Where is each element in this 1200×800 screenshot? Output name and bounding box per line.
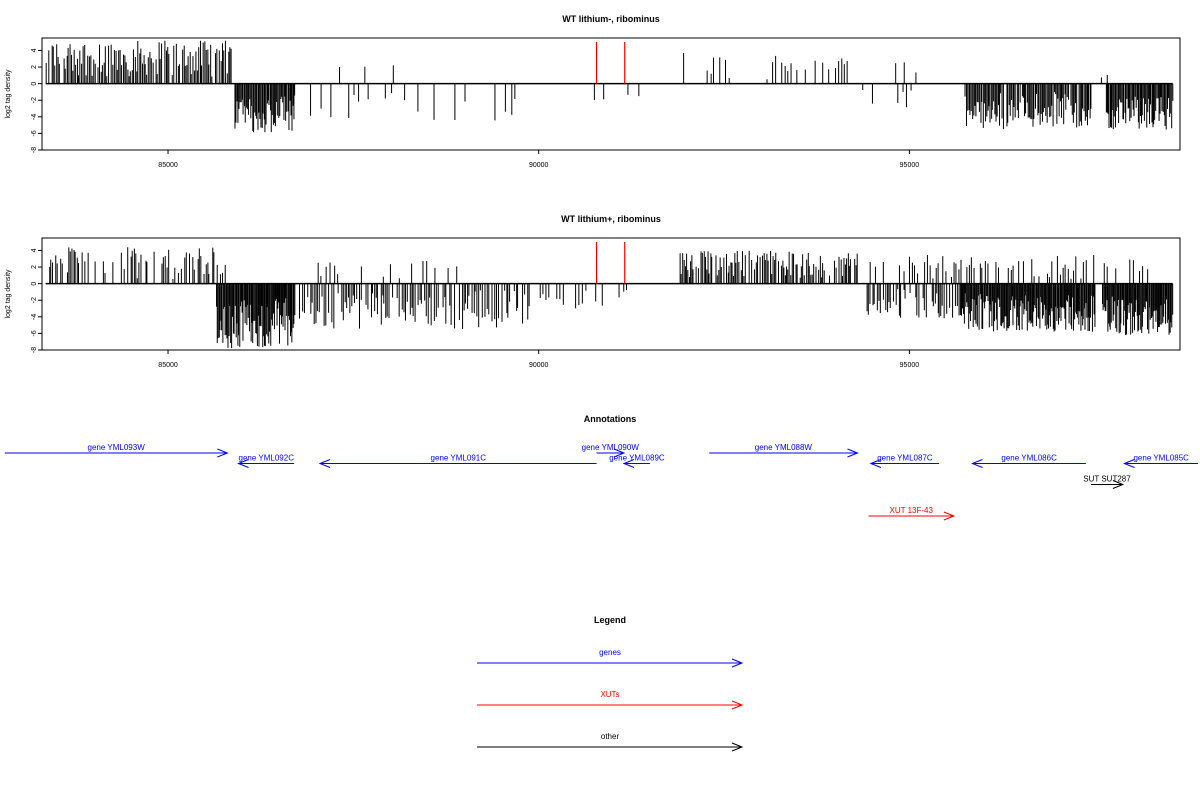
feature-gene: gene YML089C <box>609 454 665 468</box>
y-tick-label: 4 <box>31 248 38 252</box>
feature-gene: gene YML087C <box>869 454 940 468</box>
feature-gene: gene YML086C <box>971 454 1086 468</box>
feature-gene: gene YML091C <box>318 454 597 468</box>
feature-gene: gene YML085C <box>1123 454 1198 468</box>
x-tick-label: 95000 <box>900 362 920 369</box>
density-bars <box>45 40 1174 133</box>
feature-label: gene YML090W <box>582 443 640 452</box>
arrowhead-right-icon <box>943 511 956 521</box>
feature-label: gene YML093W <box>88 443 146 452</box>
track-panel-lithium-plus: WT lithium+, ribominus log2 tag density … <box>5 214 1181 369</box>
y-tick-label: 4 <box>31 48 38 52</box>
feature-label: gene YML087C <box>877 454 933 463</box>
legend-item-other: other <box>477 732 744 752</box>
annotations-title: Annotations <box>584 414 637 424</box>
feature-gene: gene YML088W <box>709 443 859 458</box>
density-bars <box>49 247 1174 349</box>
arrowhead-left-icon <box>237 459 249 468</box>
y-tick-label: -6 <box>31 130 38 136</box>
y-tick-label: -8 <box>31 347 38 353</box>
y-tick-label: 2 <box>31 65 38 69</box>
y-tick-label: -4 <box>31 114 38 120</box>
y-axis-label: log2 tag density <box>5 269 12 319</box>
arrowhead-right-icon <box>731 700 744 710</box>
feature-label: gene YML085C <box>1133 454 1189 463</box>
arrowhead-left-icon <box>869 459 882 468</box>
legend-item-gene: genes <box>477 648 744 668</box>
legend-label: XUTs <box>600 690 619 699</box>
arrowhead-left-icon <box>318 459 331 468</box>
feature-gene: gene YML090W <box>582 443 640 458</box>
feature-label: gene YML092C <box>239 454 295 463</box>
feature-other: SUT SUT287 <box>1083 475 1131 489</box>
plot-frame <box>41 37 1181 151</box>
y-tick-label: -4 <box>31 314 38 320</box>
feature-label: gene YML088W <box>755 443 813 452</box>
arrowhead-right-icon <box>1112 480 1125 489</box>
feature-label: SUT SUT287 <box>1083 475 1131 484</box>
arrowhead-left-icon <box>622 459 635 468</box>
arrowhead-right-icon <box>217 448 229 458</box>
feature-label: XUT 13F-43 <box>890 506 934 515</box>
feature-gene: gene YML093W <box>4 443 229 458</box>
arrowhead-right-icon <box>847 448 859 458</box>
plot-frame <box>41 237 1181 351</box>
arrowhead-left-icon <box>971 459 983 468</box>
track-title: WT lithium-, ribominus <box>562 14 660 24</box>
legend-panel: Legend genes XUTs other <box>477 615 744 752</box>
track-title: WT lithium+, ribominus <box>561 214 661 224</box>
y-tick-label: 2 <box>31 265 38 269</box>
legend-item-xut: XUTs <box>477 690 744 710</box>
feature-label: gene YML089C <box>609 454 665 463</box>
legend-title: Legend <box>594 615 626 625</box>
y-tick-label: 0 <box>31 282 38 286</box>
track-panel-lithium-minus: WT lithium-, ribominus log2 tag density … <box>5 14 1181 169</box>
feature-label: gene YML086C <box>1001 454 1057 463</box>
arrowhead-left-icon <box>1123 459 1135 468</box>
x-tick-label: 85000 <box>158 162 178 169</box>
y-tick-label: -6 <box>31 330 38 336</box>
x-tick-label: 90000 <box>529 162 549 169</box>
y-tick-label: -2 <box>31 297 38 303</box>
legend-label: genes <box>599 648 621 657</box>
arrowhead-right-icon <box>613 448 626 458</box>
x-tick-label: 95000 <box>900 162 920 169</box>
feature-label: gene YML091C <box>431 454 487 463</box>
y-tick-label: -8 <box>31 147 38 153</box>
x-tick-label: 85000 <box>158 362 178 369</box>
legend-label: other <box>601 732 620 741</box>
y-axis-label: log2 tag density <box>5 69 12 119</box>
y-tick-label: -2 <box>31 97 38 103</box>
arrowhead-right-icon <box>731 658 744 668</box>
feature-xut: XUT 13F-43 <box>868 506 956 521</box>
feature-gene: gene YML092C <box>237 454 295 468</box>
y-tick-label: 0 <box>31 82 38 86</box>
annotations-panel: Annotations gene YML093W gene YML092C gene… <box>4 414 1198 521</box>
arrowhead-right-icon <box>731 742 744 752</box>
x-tick-label: 90000 <box>529 362 549 369</box>
